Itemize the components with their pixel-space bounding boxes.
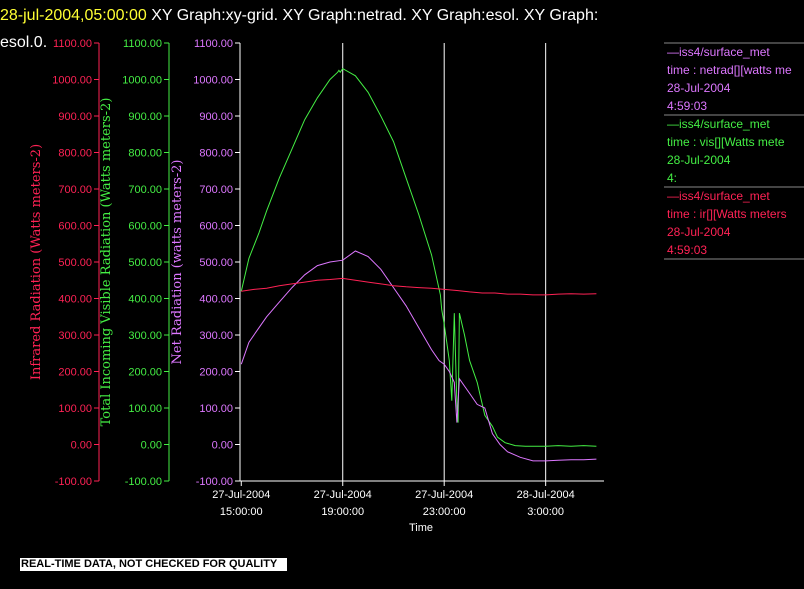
vis-axis-tick-label: 300.00 (128, 330, 162, 342)
series-line-net (240, 250, 597, 462)
x-axis-tick-label: 27-Jul-2004 (314, 489, 372, 501)
net-axis-tick-label: 600.00 (199, 221, 233, 233)
ir-axis-tick-label: 1000.00 (52, 75, 92, 87)
title-graph-list: XY Graph:xy-grid. XY Graph:netrad. XY Gr… (146, 7, 599, 24)
vis-axis-tick-label: 800.00 (128, 148, 162, 160)
net-axis-tick-label: -100.00 (196, 476, 233, 488)
x-axis-tick-label: 27-Jul-2004 (212, 489, 270, 501)
ir-axis-tick-label: 300.00 (58, 330, 92, 342)
ir-axis-tick-label: 700.00 (58, 184, 92, 196)
series-line-ir (241, 277, 597, 296)
net-axis-tick-label: 1000.00 (193, 75, 233, 87)
vis-axis-tick-label: 400.00 (128, 294, 162, 306)
legend-entry-ir-text: 28-Jul-2004 (667, 225, 731, 239)
legend-entry-net-text: —iss4/surface_met (667, 117, 770, 131)
net-axis-label: Net Radiation (watts meters-2) (170, 160, 185, 365)
vis-axis-tick-label: 700.00 (128, 184, 162, 196)
net-axis-tick-label: 400.00 (199, 294, 233, 306)
x-axis-label: Time (409, 522, 433, 534)
vis-axis-tick-label: 500.00 (128, 257, 162, 269)
legend-entry-net-text: time : vis[][Watts mete (667, 135, 785, 149)
ir-axis-tick-label: 500.00 (58, 257, 92, 269)
ir-axis-tick-label: 900.00 (58, 111, 92, 123)
net-axis-tick-label: 1100.00 (194, 38, 233, 50)
ir-axis-tick-label: 600.00 (58, 221, 92, 233)
ir-axis-label: Infrared Radiation (Watts meters-2) (29, 144, 44, 380)
legend-entry-vis-text: time : netrad[][watts me (667, 63, 792, 77)
graph-title: 28-jul-2004,05:00:00 XY Graph:xy-grid. X… (0, 2, 760, 56)
series-line-vis (240, 67, 597, 447)
net-axis-tick-label: 100.00 (199, 403, 233, 415)
vis-axis-tick-label: 1000.00 (122, 75, 162, 87)
vis-axis-label: Total Incoming Visible Radiation (Watts … (99, 98, 114, 427)
x-axis-tick-label: 15:00:00 (220, 506, 263, 518)
net-axis-tick-label: 200.00 (199, 367, 233, 379)
ir-axis-tick-label: 400.00 (58, 294, 92, 306)
ir-axis-tick-label: 0.00 (71, 440, 92, 452)
legend-entry-ir-text: —iss4/surface_met (667, 189, 770, 203)
x-axis-tick-label: 28-Jul-2004 (517, 489, 575, 501)
vis-axis-tick-label: 100.00 (128, 403, 162, 415)
vis-axis-tick-label: 0.00 (141, 440, 162, 452)
ir-axis-tick-label: -100.00 (55, 476, 92, 488)
legend-entry-ir-text: time : ir[][Watts meters (667, 207, 787, 221)
net-axis-tick-label: 900.00 (199, 111, 233, 123)
net-axis-tick-label: 700.00 (199, 184, 233, 196)
net-axis-tick-label: 500.00 (199, 257, 233, 269)
ir-axis-tick-label: 200.00 (58, 367, 92, 379)
x-axis-tick-label: 23:00:00 (423, 506, 466, 518)
vis-axis-tick-label: 600.00 (128, 221, 162, 233)
ir-axis-tick-label: 1100.00 (53, 38, 92, 50)
legend-entry-vis-text: 28-Jul-2004 (667, 81, 731, 95)
title-timestamp: 28-jul-2004,05:00:00 (0, 7, 147, 24)
net-axis-tick-label: 300.00 (199, 330, 233, 342)
vis-axis-tick-label: -100.00 (125, 476, 162, 488)
quality-notice: REAL-TIME DATA, NOT CHECKED FOR QUALITY (20, 558, 288, 571)
x-axis-tick-label: 19:00:00 (321, 506, 364, 518)
vis-axis-tick-label: 200.00 (128, 367, 162, 379)
legend-entry-net-text: 4: (667, 171, 677, 185)
vis-axis-tick-label: 900.00 (128, 111, 162, 123)
legend-entry-ir-text: 4:59:03 (667, 243, 707, 257)
vis-axis-tick-label: 1100.00 (123, 38, 162, 50)
legend-entry-vis-text: —iss4/surface_met (667, 45, 770, 59)
net-axis-tick-label: 800.00 (199, 148, 233, 160)
title-graph-list-cont: esol.0. (0, 34, 48, 51)
ir-axis-tick-label: 800.00 (58, 148, 92, 160)
legend-entry-vis-text: 4:59:03 (667, 99, 707, 113)
x-axis-tick-label: 3:00:00 (527, 506, 564, 518)
legend-entry-net-text: 28-Jul-2004 (667, 153, 731, 167)
ir-axis-tick-label: 100.00 (58, 403, 92, 415)
x-axis-tick-label: 27-Jul-2004 (415, 489, 473, 501)
net-axis-tick-label: 0.00 (212, 440, 233, 452)
